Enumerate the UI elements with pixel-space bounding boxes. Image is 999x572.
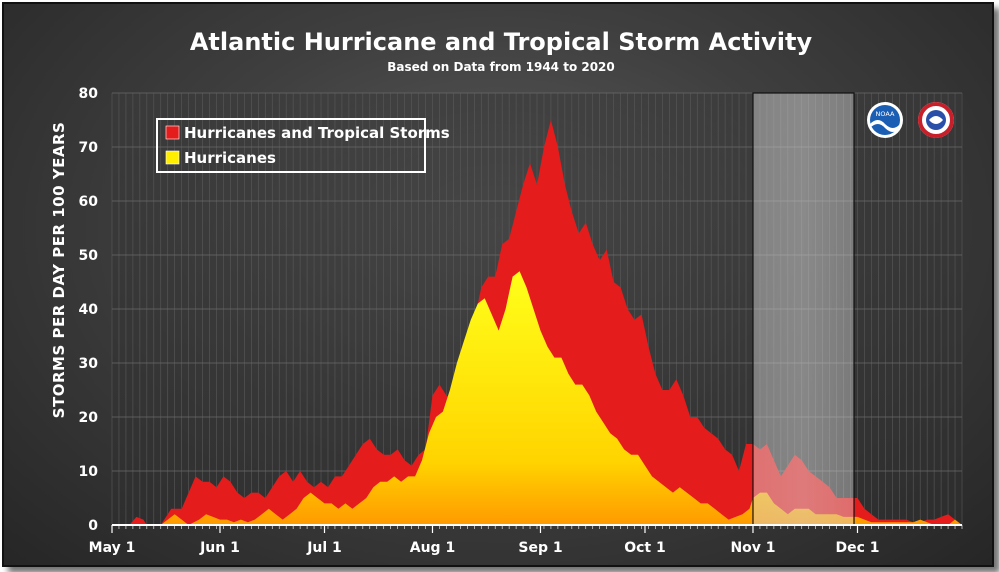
legend: Hurricanes and Tropical Storms Hurricanes (156, 118, 450, 173)
y-tick-label: 10 (79, 464, 99, 480)
y-tick-label: 30 (79, 356, 99, 372)
y-tick-label: 60 (79, 194, 99, 210)
x-tick-label: Sep 1 (518, 540, 562, 556)
y-tick-label: 70 (79, 140, 99, 156)
chart-canvas: Atlantic Hurricane and Tropical Storm Ac… (50, 28, 963, 556)
x-tick-label: Dec 1 (835, 540, 879, 556)
area-series (112, 120, 962, 525)
x-tick-label: May 1 (89, 540, 136, 556)
x-tick-label: Aug 1 (410, 540, 455, 556)
legend-label: Hurricanes (184, 149, 276, 167)
x-tick-label: Jun 1 (199, 540, 240, 556)
highlight-region (752, 92, 855, 526)
noaa-logo: NOAA (867, 102, 903, 138)
legend-box (156, 118, 426, 173)
y-tick-label: 40 (79, 302, 99, 318)
x-axis-ticks: May 1 Jun 1 Jul 1 Aug 1 Sep 1 Oct 1 Nov 1 Dec 1 (89, 525, 963, 556)
legend-label: Hurricanes and Tropical Storms (184, 124, 450, 142)
x-tick-label: Oct 1 (624, 540, 666, 556)
y-tick-label: 0 (88, 518, 98, 534)
y-tick-label: 80 (79, 86, 99, 102)
nws-logo (918, 102, 954, 138)
legend-swatch (165, 150, 180, 165)
y-tick-label: 50 (79, 248, 99, 264)
x-tick-label: Nov 1 (730, 540, 775, 556)
x-tick-label: Jul 1 (306, 540, 342, 556)
y-axis-label: STORMS PER DAY PER 100 YEARS (50, 122, 68, 419)
series-area-hurricanes (112, 271, 962, 525)
y-axis-ticks: 0 10 20 30 40 50 60 70 80 (79, 86, 99, 534)
chart-subtitle: Based on Data from 1944 to 2020 (387, 60, 615, 74)
noaa-logo-text: NOAA (876, 110, 895, 118)
chart-title: Atlantic Hurricane and Tropical Storm Ac… (190, 28, 813, 56)
legend-swatch (165, 125, 180, 140)
y-tick-label: 20 (79, 410, 99, 426)
